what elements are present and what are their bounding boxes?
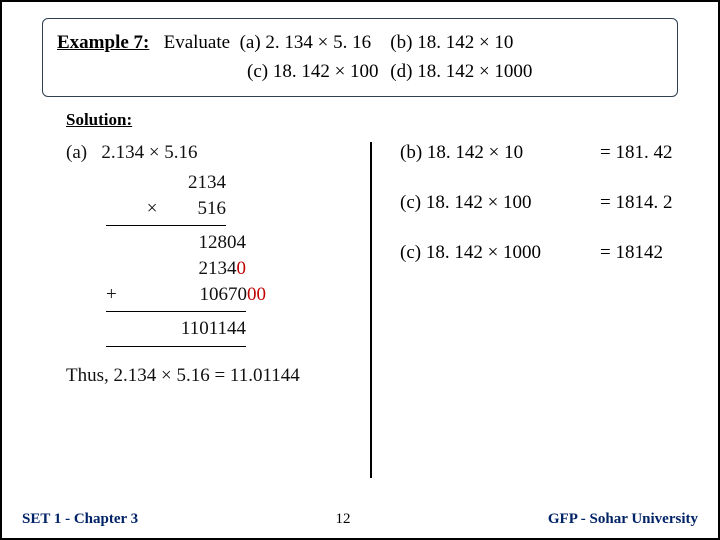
example-b: (b) 18. 142 × 10: [390, 32, 513, 53]
footer: SET 1 - Chapter 3 12 GFP - Sohar Univers…: [22, 511, 698, 528]
answer-c-label: (c) 18. 142 × 100: [400, 192, 600, 214]
rule-1: [106, 225, 226, 226]
example-a: (a) 2. 134 × 5. 16: [240, 32, 372, 53]
content-area: (a) 2.134 × 5.16 2134 × 516 12804 21340 …: [66, 142, 678, 478]
left-column: (a) 2.134 × 5.16 2134 × 516 12804 21340 …: [66, 142, 372, 478]
answer-b-label: (b) 18. 142 × 10: [400, 142, 600, 164]
answer-b-value: = 181. 42: [600, 142, 672, 164]
example-d: (d) 18. 142 × 1000: [390, 61, 532, 82]
multiplicand: 2134: [106, 170, 226, 196]
long-multiplication: 2134 × 516 12804 21340 + 1067000 1101144: [106, 170, 350, 347]
example-title: Example 7:: [57, 32, 149, 53]
answer-d: (c) 18. 142 × 1000 = 18142: [400, 242, 678, 264]
footer-page: 12: [336, 511, 351, 528]
partial-2: 21340: [106, 256, 246, 282]
times-sign: ×: [147, 196, 158, 222]
solution-label: Solution:: [66, 110, 132, 130]
answer-c: (c) 18. 142 × 100 = 1814. 2: [400, 192, 678, 214]
answer-d-value: = 18142: [600, 242, 663, 264]
footer-left: SET 1 - Chapter 3: [22, 511, 138, 528]
example-c: (c) 18. 142 × 100: [247, 61, 379, 82]
rule-2: [106, 311, 246, 312]
example-box: Example 7: Evaluate (a) 2. 134 × 5. 16 (…: [42, 18, 678, 97]
answer-d-label: (c) 18. 142 × 1000: [400, 242, 600, 264]
thus-line: Thus, 2.134 × 5.16 = 11.01144: [66, 365, 350, 387]
answer-b: (b) 18. 142 × 10 = 181. 42: [400, 142, 678, 164]
part-a-label: (a): [66, 142, 87, 163]
example-verb: Evaluate: [164, 32, 230, 53]
partial-1: 12804: [106, 230, 246, 256]
footer-right: GFP - Sohar University: [548, 511, 698, 528]
multiplier: 516: [198, 196, 227, 222]
part-a-expr: 2.134 × 5.16: [101, 142, 197, 163]
right-column: (b) 18. 142 × 10 = 181. 42 (c) 18. 142 ×…: [372, 142, 678, 478]
plus-sign: +: [106, 282, 126, 308]
partial-3: + 1067000: [106, 282, 266, 308]
sum: 1101144: [106, 316, 246, 342]
answer-c-value: = 1814. 2: [600, 192, 672, 214]
rule-3: [106, 346, 246, 347]
